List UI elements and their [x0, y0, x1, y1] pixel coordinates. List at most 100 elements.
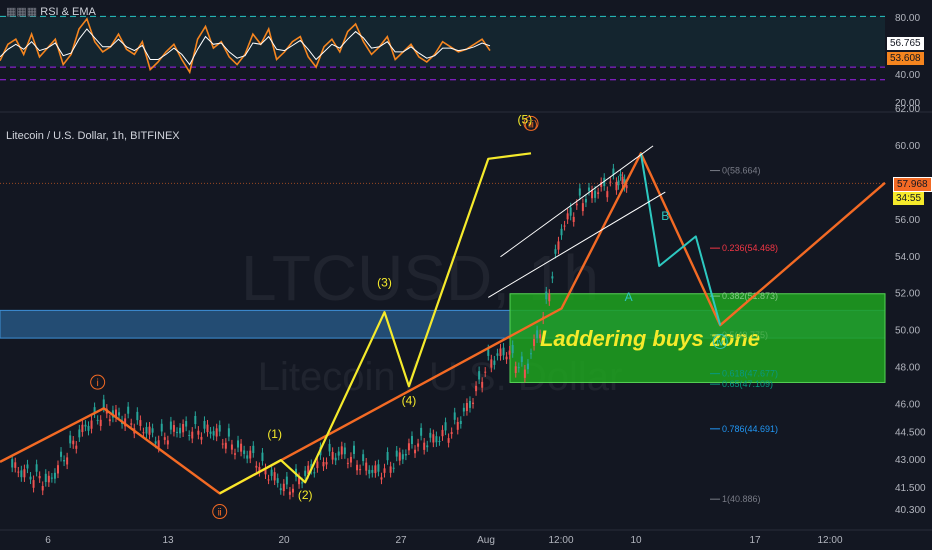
price-candle-body: [60, 451, 63, 457]
price-candle-body: [209, 431, 212, 434]
price-candle-body: [554, 249, 557, 254]
price-candle-body: [493, 360, 496, 365]
price-candle-body: [578, 188, 581, 196]
price-candle-body: [362, 454, 365, 462]
price-candle-body: [185, 421, 188, 427]
price-candle-body: [316, 461, 319, 469]
fib-label-0.382: 0.382(51.873): [722, 291, 778, 301]
price-candle-body: [81, 424, 84, 433]
wave-label-3: (3): [377, 275, 392, 289]
price-candle-body: [462, 407, 465, 412]
projection-line: [639, 153, 722, 326]
time-tick-label: 10: [630, 535, 642, 546]
price-candle-body: [127, 406, 130, 414]
countdown-tag: 34:55: [893, 192, 925, 205]
price-candle-body: [258, 467, 261, 472]
price-candle-body: [487, 349, 490, 356]
price-candle-body: [468, 400, 471, 408]
price-candle-body: [557, 241, 560, 250]
price-candle-body: [41, 486, 44, 491]
price-candle-body: [179, 427, 182, 434]
time-tick-label: 13: [162, 535, 174, 546]
price-candle-body: [456, 421, 459, 430]
fib-label-0.236: 0.236(54.468): [722, 243, 778, 253]
price-candle-body: [587, 187, 590, 191]
wave-label-iii: (ⅲ): [524, 119, 537, 130]
price-candle-body: [99, 419, 102, 427]
price-candle-body: [35, 464, 38, 472]
price-candle-body: [44, 473, 47, 483]
price-candle-body: [246, 455, 249, 459]
price-candle-body: [453, 412, 456, 420]
price-candle-body: [124, 418, 127, 427]
price-candle-body: [514, 366, 517, 373]
price-candle-body: [475, 385, 478, 392]
price-candle-body: [26, 464, 29, 469]
price-tick-label: 54.00: [895, 252, 920, 263]
rsi-ema-tag: 56.765: [887, 37, 924, 50]
price-candle-body: [102, 399, 105, 408]
rsi-pane: [0, 15, 932, 113]
price-candle-body: [182, 424, 185, 433]
price-candle-body: [87, 425, 90, 431]
fib-label-0.5: 0.5(49.775): [722, 330, 768, 340]
price-candle-body: [499, 348, 502, 357]
price-tick-label: 62.00: [895, 104, 920, 115]
price-tick-label: 50.00: [895, 326, 920, 337]
price-candle-body: [194, 415, 197, 425]
price-candle-body: [353, 445, 355, 454]
price-candle-body: [273, 472, 276, 481]
price-tick-label: 60.00: [895, 141, 920, 152]
symbol-title[interactable]: Litecoin / U.S. Dollar, 1h, BITFINEX: [6, 130, 180, 142]
price-candle-body: [420, 427, 423, 436]
price-candle-body: [38, 476, 41, 479]
price-candle-body: [215, 428, 218, 437]
price-candle-body: [78, 429, 81, 438]
price-candle-body: [172, 425, 175, 432]
rsi-tick-label: 40.00: [895, 70, 920, 81]
price-candle-body: [346, 462, 349, 464]
fib-label-0.65: 0.65(47.109): [722, 379, 773, 389]
rsi-series-ema: [0, 28, 491, 66]
price-candle-body: [410, 436, 413, 444]
price-candle-body: [392, 467, 395, 469]
price-candle-body: [465, 403, 468, 412]
price-candle-body: [517, 367, 520, 369]
price-tick-label: 52.00: [895, 289, 920, 300]
wave-label-iii-ring: [523, 115, 539, 131]
price-candle-body: [615, 181, 618, 191]
price-candle-body: [591, 190, 594, 199]
price-candle-body: [136, 411, 139, 421]
price-candle-body: [386, 451, 389, 461]
price-candle-body: [90, 420, 93, 429]
price-candle-body: [114, 409, 117, 418]
zone-label: Laddering buys zone: [540, 326, 760, 351]
price-candle-body: [377, 464, 380, 472]
wave-label-i-ring: [90, 374, 106, 390]
wave-label-1: (1): [267, 427, 282, 441]
price-candle-body: [218, 425, 221, 432]
wedge-upper: [500, 145, 654, 258]
price-candle-body: [356, 464, 359, 471]
wave-label-iv: iv: [717, 337, 724, 348]
price-candle-body: [606, 191, 609, 198]
fib-label-0.618: 0.618(47.677): [722, 369, 778, 379]
price-candle-body: [307, 465, 310, 474]
wave-label-i: ⅰ: [96, 378, 99, 389]
price-candle-body: [288, 491, 291, 495]
price-candle-body: [432, 434, 435, 443]
price-candle-body: [53, 472, 56, 479]
price-candle-body: [523, 369, 526, 378]
price-candle-body: [625, 185, 628, 189]
price-candle-body: [389, 466, 392, 473]
price-candle-body: [530, 353, 532, 355]
price-candle-body: [301, 482, 304, 484]
price-candle-body: [435, 436, 438, 443]
price-candle-body: [526, 363, 529, 370]
projection-label-a: A: [625, 290, 633, 304]
price-candle-body: [380, 477, 383, 480]
indicator-name[interactable]: RSI & EMA: [40, 6, 96, 18]
price-candle-body: [50, 477, 53, 479]
price-candle-body: [441, 429, 444, 437]
